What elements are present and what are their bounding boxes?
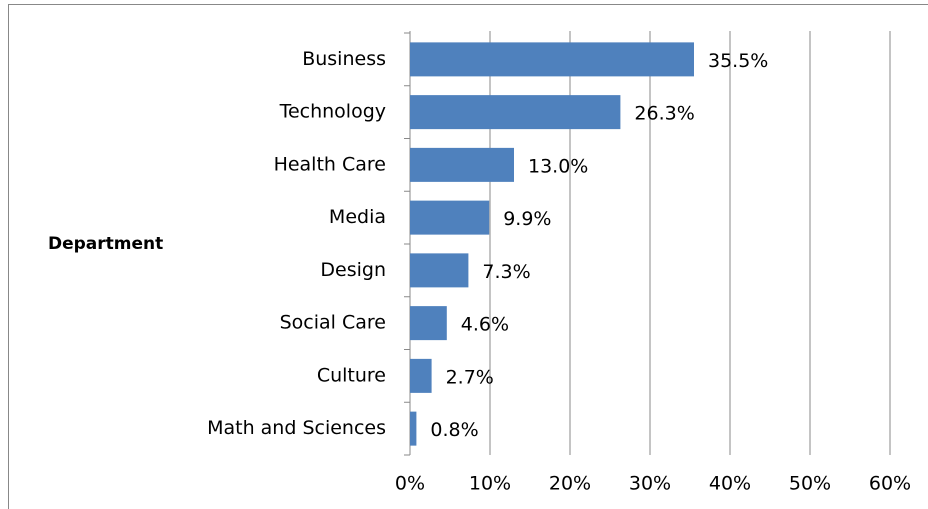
bar (410, 358, 432, 393)
bar (410, 42, 694, 77)
x-tick-label: 20% (549, 473, 591, 495)
bar (410, 147, 514, 182)
x-tick-label: 40% (709, 473, 751, 495)
x-tick-label: 0% (395, 473, 425, 495)
bar (410, 306, 447, 341)
data-label: 7.3% (482, 261, 530, 283)
x-tick-label: 50% (789, 473, 831, 495)
x-tick-label: 10% (469, 473, 511, 495)
y-tick-label: Social Care (280, 312, 386, 334)
y-tick-label: Health Care (274, 153, 386, 175)
data-label: 0.8% (430, 419, 478, 441)
bar (410, 95, 621, 130)
data-label: 35.5% (708, 50, 768, 72)
bar (410, 253, 469, 288)
data-label: 26.3% (634, 103, 694, 125)
x-tick-label: 30% (629, 473, 671, 495)
bar (410, 411, 417, 446)
x-tick-label: 60% (869, 473, 911, 495)
data-label: 2.7% (446, 366, 494, 388)
data-label: 4.6% (461, 314, 509, 336)
y-tick-label: Media (329, 206, 386, 228)
y-tick-label: Design (320, 259, 386, 281)
y-tick-label: Culture (317, 364, 386, 386)
data-label: 9.9% (503, 208, 551, 230)
y-tick-label: Business (302, 48, 386, 70)
data-label: 13.0% (528, 155, 588, 177)
y-tick-label: Math and Sciences (207, 417, 386, 439)
y-tick-label: Technology (279, 101, 386, 123)
bar (410, 200, 490, 235)
y-axis-label: Department (48, 234, 163, 254)
